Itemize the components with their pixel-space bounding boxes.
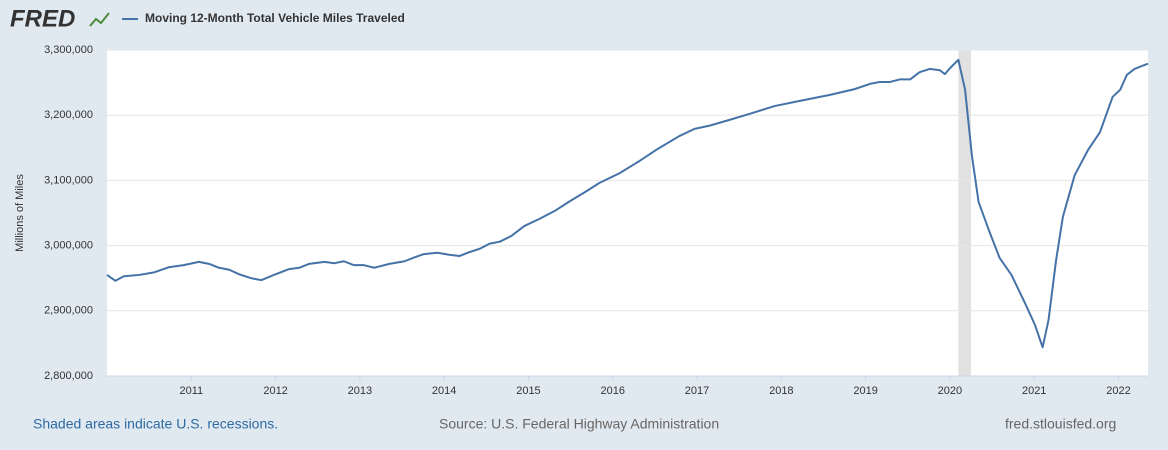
x-tick-label: 2021 bbox=[1022, 385, 1046, 397]
series-line bbox=[106, 58, 1149, 349]
x-tick-label: 2011 bbox=[179, 385, 203, 397]
logo-icon bbox=[89, 12, 110, 27]
x-tick-label: 2015 bbox=[516, 385, 540, 397]
x-tick-label: 2019 bbox=[853, 385, 877, 397]
x-tick-label: 2014 bbox=[432, 385, 456, 397]
x-tick-label: 2020 bbox=[938, 385, 962, 397]
logo: FRED bbox=[10, 5, 75, 32]
y-tick-label: 3,100,000 bbox=[44, 174, 93, 186]
y-tick-label: 3,000,000 bbox=[44, 240, 93, 252]
y-axis-label: Millions of Miles bbox=[14, 174, 26, 252]
x-tick-label: 2016 bbox=[601, 385, 625, 397]
plot-area bbox=[107, 50, 1148, 376]
x-tick-label: 2022 bbox=[1106, 385, 1130, 397]
recession-band bbox=[958, 50, 971, 376]
y-tick-label: 3,200,000 bbox=[44, 109, 93, 121]
y-tick-label: 2,800,000 bbox=[44, 370, 93, 382]
x-tick-label: 2018 bbox=[769, 385, 793, 397]
x-tick-label: 2017 bbox=[685, 385, 709, 397]
site-note[interactable]: fred.stlouisfed.org bbox=[1005, 416, 1116, 432]
recession-note[interactable]: Shaded areas indicate U.S. recessions. bbox=[33, 416, 278, 432]
y-tick-label: 3,300,000 bbox=[44, 44, 93, 56]
legend-label: Moving 12-Month Total Vehicle Miles Trav… bbox=[145, 11, 405, 25]
source-note: Source: U.S. Federal Highway Administrat… bbox=[439, 416, 719, 432]
x-tick-label: 2013 bbox=[348, 385, 372, 397]
x-tick-label: 2012 bbox=[263, 385, 287, 397]
y-tick-label: 2,900,000 bbox=[44, 305, 93, 317]
